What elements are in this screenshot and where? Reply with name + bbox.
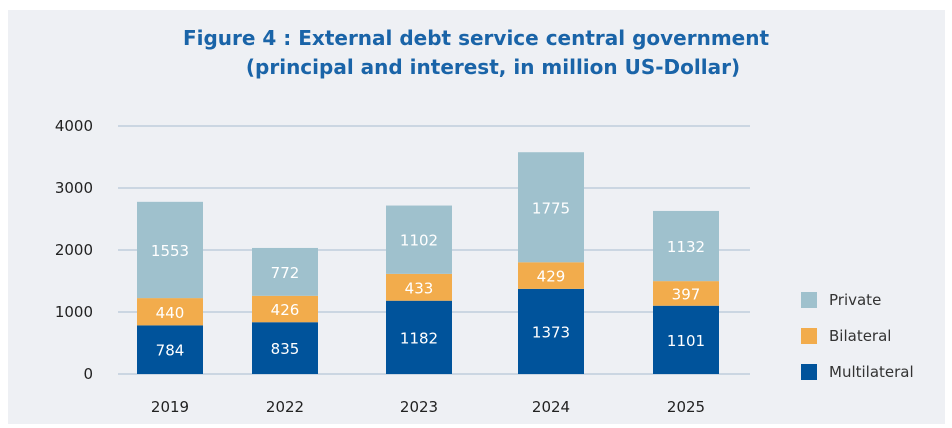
bar-segment-bilateral [653,281,719,306]
bar-segment-private [137,201,203,299]
gridlines [118,125,750,375]
chart-title: Figure 4 : External debt service central… [0,24,952,82]
data-label: 397 [672,285,701,303]
data-label: 772 [271,264,300,282]
bar-segment-private [252,247,318,296]
data-label: 1182 [400,329,438,347]
legend-swatch-bilateral [801,328,817,344]
bar-segment-multilateral [252,322,318,374]
data-label: 426 [271,301,300,319]
y-tick-label: 4000 [55,117,93,135]
legend-label-multilateral: Multilateral [829,363,914,381]
x-tick-label: 2022 [266,398,304,416]
data-label: 1775 [532,199,570,217]
data-label: 1132 [667,238,705,256]
bar-segment-private [518,152,584,263]
y-tick-label: 3000 [55,179,93,197]
data-label: 1373 [532,323,570,341]
x-tick-label: 2025 [667,398,705,416]
x-tick-label: 2024 [532,398,570,416]
data-label: 429 [537,268,566,286]
bar-segment-private [653,210,719,282]
bar-segment-bilateral [518,262,584,289]
data-label: 835 [271,340,300,358]
bar-segment-bilateral [137,298,203,326]
bars: 784 440 1553 835 426 772 1182 433 1102 1373 429 177… [137,152,719,374]
bar-segment-multilateral [653,305,719,374]
bar-segment-private [386,205,452,274]
data-label: 1102 [400,232,438,250]
bar-segment-multilateral [386,300,452,374]
bar-segment-multilateral [137,325,203,374]
y-tick-label: 0 [83,365,93,383]
data-label: 1101 [667,332,705,350]
bar-segment-bilateral [386,273,452,301]
y-tick-label: 1000 [55,303,93,321]
chart-title-line-2: (principal and interest, in million US-D… [245,55,741,79]
x-tick-label: 2019 [151,398,189,416]
x-tick-label: 2023 [400,398,438,416]
data-label: 433 [405,279,434,297]
chart-title-line-1: Figure 4 : External debt service central… [182,26,770,50]
data-label: 784 [156,342,185,360]
legend-swatch-multilateral [801,364,817,380]
legend-label-bilateral: Bilateral [829,327,891,345]
x-axis: 2019 2022 2023 2024 2025 [151,398,705,416]
legend: Private Bilateral Multilateral [801,291,914,381]
bar-segment-multilateral [518,288,584,374]
legend-label-private: Private [829,291,881,309]
bar-segment-bilateral [252,295,318,323]
data-label: 440 [156,304,185,322]
data-label: 1553 [151,242,189,260]
legend-swatch-private [801,292,817,308]
y-axis: 0 1000 2000 3000 4000 [55,117,93,383]
y-tick-label: 2000 [55,241,93,259]
